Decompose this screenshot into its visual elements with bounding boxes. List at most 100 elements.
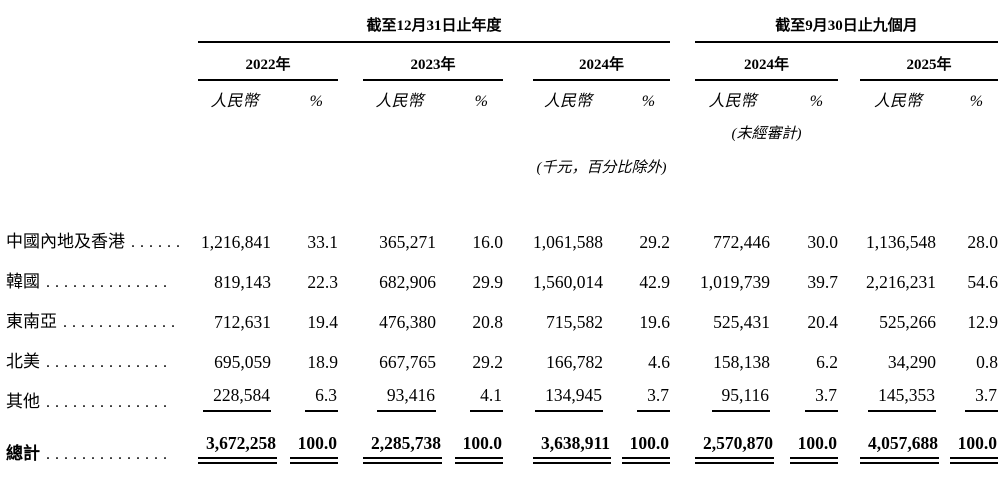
cell-text: 29.9 <box>472 271 503 292</box>
cell-text: 16.0 <box>472 231 503 252</box>
cell-text: 6.3 <box>305 385 338 412</box>
cell-text: 1,061,588 <box>533 231 603 252</box>
cell-text: 29.2 <box>639 231 671 252</box>
column-gap <box>338 374 363 414</box>
cell-text: 525,431 <box>713 311 771 332</box>
amount-value: 228,584 <box>198 374 271 414</box>
amount-value: 166,782 <box>533 334 603 374</box>
column-gap <box>670 144 695 178</box>
percent-value: 22.3 <box>271 254 338 294</box>
amount-value: 712,631 <box>198 294 271 334</box>
cell-text: 3.7 <box>637 385 671 412</box>
percent-value: 42.9 <box>603 254 670 294</box>
units-note-row: (千元，百分比除外) <box>3 144 998 178</box>
currency-header: 人民幣 <box>210 93 259 111</box>
column-gap <box>503 374 533 414</box>
empty-cell <box>695 144 838 178</box>
percent-value: 19.4 <box>271 294 338 334</box>
percent-value: 3.7 <box>770 374 839 414</box>
percent-value: 6.2 <box>770 334 838 374</box>
amount-value: 2,285,738 <box>363 414 442 466</box>
cell-text: 365,271 <box>379 231 436 252</box>
dot-leader: ...... <box>131 234 185 252</box>
cell-text: 29.2 <box>472 351 503 372</box>
cell-text: 100.0 <box>789 433 839 464</box>
column-gap <box>338 334 363 374</box>
year-header-2022: 2022年 <box>198 42 338 81</box>
cell-text: 2,216,231 <box>866 271 937 292</box>
percent-value: 100.0 <box>436 414 503 466</box>
cell-text: 4,057,688 <box>860 433 940 464</box>
region-name: 中國內地及香港 <box>6 232 125 252</box>
column-gap <box>838 144 860 178</box>
percent-value: 6.3 <box>271 374 338 414</box>
currency-header: 人民幣 <box>375 93 424 111</box>
percent-value: 4.1 <box>436 374 503 414</box>
cell-text: 34,290 <box>887 351 937 372</box>
cell-text: 4.6 <box>648 351 671 372</box>
column-gap <box>838 214 860 254</box>
column-gap <box>338 144 363 178</box>
cell-text: 2,570,870 <box>695 433 775 464</box>
percent-header: % <box>641 93 656 111</box>
cell-text: 228,584 <box>203 385 271 412</box>
empty-cell <box>198 114 338 144</box>
percent-value: 33.1 <box>271 214 338 254</box>
percent-value: 0.8 <box>936 334 998 374</box>
cell-text: 819,143 <box>214 271 271 292</box>
cell-text: 3,672,258 <box>198 433 277 464</box>
row-label: 韓國.............. <box>3 254 198 294</box>
column-gap <box>838 42 860 80</box>
column-gap <box>503 254 533 294</box>
amount-value: 1,216,841 <box>198 214 271 254</box>
empty-cell <box>3 144 198 178</box>
cell-text: 18.9 <box>307 351 338 372</box>
amount-value: 525,431 <box>695 294 770 334</box>
dot-leader: ............. <box>63 314 180 332</box>
year-header-2025-9m: 2025年 <box>860 42 999 81</box>
unaudited-note-row: (未經審計) <box>3 114 998 144</box>
total-row: 總計.............. 3,672,258 100.0 2,285,738 1… <box>3 414 999 466</box>
column-gap <box>503 334 533 374</box>
amount-value: 1,061,588 <box>533 214 603 254</box>
region-name: 韓國 <box>6 272 40 292</box>
row-label: 總計.............. <box>3 414 198 466</box>
cell-text: 476,380 <box>379 311 436 332</box>
column-gap <box>670 334 695 374</box>
column-gap <box>670 254 695 294</box>
percent-header: % <box>809 93 824 111</box>
column-gap <box>838 294 860 334</box>
percent-value: 16.0 <box>436 214 503 254</box>
cell-text: 54.6 <box>967 271 999 292</box>
amount-value: 4,057,688 <box>860 414 940 466</box>
empty-cell <box>198 144 338 178</box>
percent-value: 3.7 <box>936 374 999 414</box>
dot-leader: .............. <box>46 394 172 412</box>
period-header-annual: 截至12月31日止年度 <box>198 8 671 43</box>
amount-value: 2,570,870 <box>695 414 775 466</box>
empty-cell <box>3 42 198 80</box>
amount-value: 134,945 <box>533 374 603 414</box>
column-gap <box>338 294 363 334</box>
dot-leader: .............. <box>46 446 172 464</box>
cell-text: 715,582 <box>546 311 603 332</box>
amount-value: 772,446 <box>695 214 770 254</box>
column-gap <box>503 294 533 334</box>
currency-header: 人民幣 <box>543 93 592 111</box>
cell-text: 100.0 <box>949 433 999 464</box>
row-label: 東南亞............. <box>3 294 198 334</box>
cell-text: 134,945 <box>535 385 603 412</box>
dot-leader: .............. <box>46 354 172 372</box>
cell-text: 22.3 <box>307 271 338 292</box>
percent-value: 12.9 <box>936 294 998 334</box>
year-header-2023: 2023年 <box>363 42 503 81</box>
cell-text: 33.1 <box>307 231 338 252</box>
cell-text: 19.6 <box>639 311 671 332</box>
column-gap <box>338 42 363 80</box>
percent-value: 3.7 <box>603 374 671 414</box>
empty-cell <box>860 144 998 178</box>
amount-value: 525,266 <box>860 294 936 334</box>
column-gap <box>670 42 695 80</box>
cell-text: 772,446 <box>713 231 771 252</box>
percent-value: 20.8 <box>436 294 503 334</box>
